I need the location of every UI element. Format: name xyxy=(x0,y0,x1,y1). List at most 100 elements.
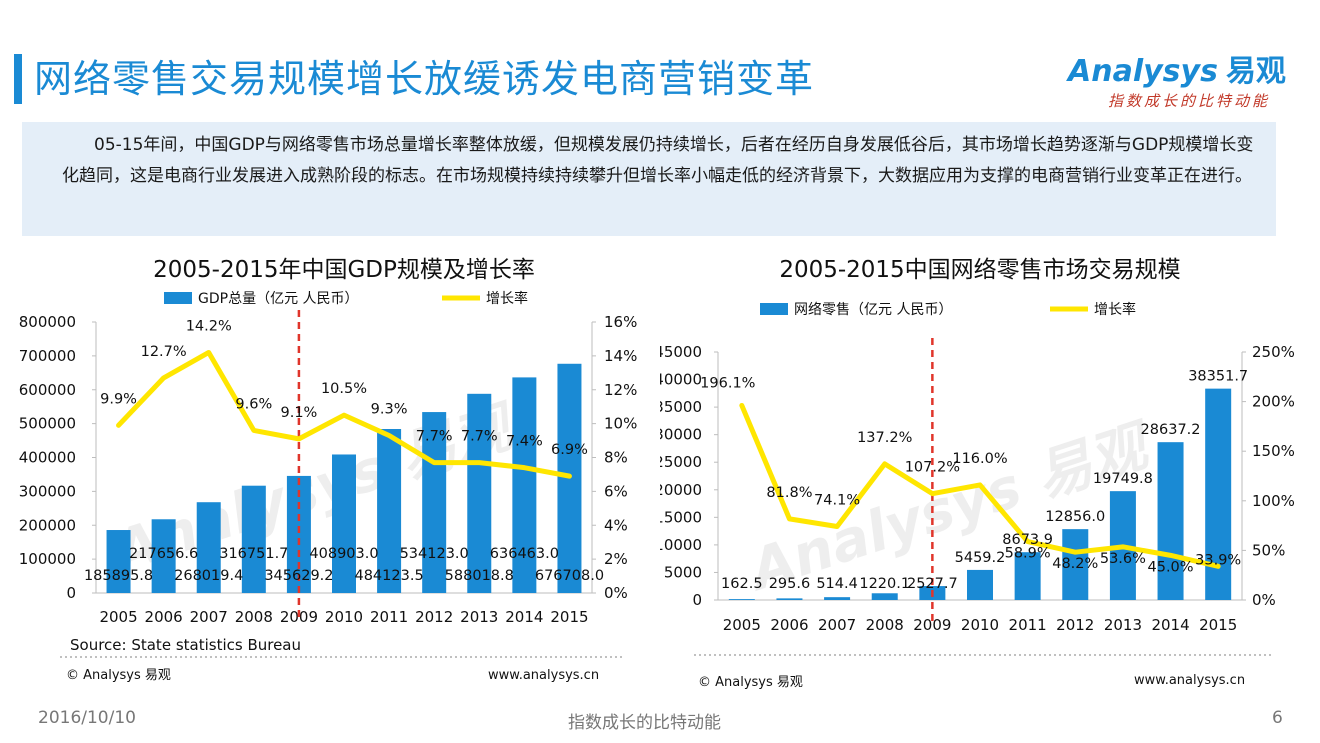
right-tick-label: 14% xyxy=(604,347,637,365)
x-tick-label: 2011 xyxy=(1009,616,1047,634)
bar-value-label: 408903.0 xyxy=(309,546,378,562)
x-tick-label: 2015 xyxy=(550,608,588,626)
bar-value-label: 676708.0 xyxy=(535,568,604,584)
x-tick-label: 2013 xyxy=(460,608,498,626)
bar xyxy=(1157,442,1184,600)
x-tick-label: 2011 xyxy=(370,608,408,626)
line-value-label: 58.9% xyxy=(1005,546,1051,562)
bar xyxy=(512,377,537,593)
chart-title: 2005-2015中国网络零售市场交易规模 xyxy=(779,257,1180,283)
legend-line-label: 增长率 xyxy=(486,290,528,307)
x-tick-label: 2007 xyxy=(190,608,228,626)
left-tick-label: 40000 xyxy=(660,371,702,389)
bar-value-label: 345629.2 xyxy=(264,568,333,584)
line-value-label: 6.9% xyxy=(551,442,588,458)
x-tick-label: 2008 xyxy=(866,616,904,634)
legend-bar-label: GDP总量（亿元 人民币） xyxy=(198,291,359,307)
right-tick-label: 0% xyxy=(604,584,628,602)
line-value-label: 81.8% xyxy=(766,485,812,501)
bar xyxy=(728,599,755,600)
left-tick-label: 300000 xyxy=(19,482,76,500)
line-value-label: 14.2% xyxy=(186,318,232,334)
bar-value-label: 185895.8 xyxy=(84,568,153,584)
legend-bar-swatch xyxy=(760,303,788,315)
bar-value-label: 28637.2 xyxy=(1141,422,1201,438)
bar xyxy=(776,598,803,600)
left-tick-label: 800000 xyxy=(19,313,76,331)
bar-value-label: 5459.2 xyxy=(955,550,1006,566)
logo-slogan: 指数成长的比特动能 xyxy=(1108,92,1271,110)
x-tick-label: 2015 xyxy=(1199,616,1237,634)
left-tick-label: 100000 xyxy=(19,550,76,568)
logo-text: Analysys xyxy=(1068,54,1218,89)
page-title: 网络零售交易规模增长放缓诱发电商营销变革 xyxy=(34,57,815,101)
right-tick-label: 100% xyxy=(1252,492,1295,510)
bar xyxy=(422,412,447,593)
line-value-label: 53.6% xyxy=(1100,551,1146,567)
line-value-label: 137.2% xyxy=(857,430,912,446)
x-tick-label: 2008 xyxy=(235,608,273,626)
left-tick-label: 0 xyxy=(66,584,76,602)
left-tick-label: 600000 xyxy=(19,381,76,399)
bar xyxy=(824,597,851,600)
x-tick-label: 2006 xyxy=(145,608,183,626)
legend-bar-label: 网络零售（亿元 人民币） xyxy=(794,302,952,318)
title-accent-bar xyxy=(14,54,22,104)
bar xyxy=(871,593,898,600)
x-tick-label: 2009 xyxy=(913,616,951,634)
left-tick-label: 45000 xyxy=(660,343,702,361)
bar-value-label: 162.5 xyxy=(721,576,763,592)
right-tick-label: 16% xyxy=(604,313,637,331)
right-tick-label: 2% xyxy=(604,550,628,568)
left-tick-label: 200000 xyxy=(19,516,76,534)
line-value-label: 45.0% xyxy=(1148,559,1194,575)
line-value-label: 9.9% xyxy=(100,391,137,407)
right-tick-label: 0% xyxy=(1252,591,1276,609)
bar-value-label: 217656.6 xyxy=(129,546,198,562)
bar-value-label: 534123.0 xyxy=(400,546,469,562)
left-tick-label: 10000 xyxy=(660,536,702,554)
line-value-label: 10.5% xyxy=(321,381,367,397)
bar-value-label: 8673.9 xyxy=(1002,532,1053,548)
right-tick-label: 200% xyxy=(1252,393,1295,411)
x-tick-label: 2005 xyxy=(723,616,761,634)
line-value-label: 9.1% xyxy=(280,405,317,421)
x-tick-label: 2012 xyxy=(1056,616,1094,634)
bar xyxy=(332,454,356,593)
bar-value-label: 19749.8 xyxy=(1093,471,1153,487)
gdp-chart: Analysys 易观2005-2015年中国GDP规模及增长率GDP总量（亿元… xyxy=(19,257,638,683)
bar-value-label: 316751.7 xyxy=(219,546,288,562)
online-retail-chart: Analysys 易观2005-2015中国网络零售市场交易规模网络零售（亿元 … xyxy=(660,257,1295,690)
bar-value-label: 484123.5 xyxy=(354,568,423,584)
chart-title: 2005-2015年中国GDP规模及增长率 xyxy=(153,257,535,283)
right-tick-label: 10% xyxy=(604,415,637,433)
growth-line xyxy=(739,402,1221,569)
bar-value-label: 514.4 xyxy=(816,576,858,592)
left-tick-label: 30000 xyxy=(660,426,702,444)
line-value-label: 116.0% xyxy=(952,451,1007,467)
chart-source: Source: State statistics Bureau xyxy=(70,636,301,654)
left-tick-label: 25000 xyxy=(660,453,702,471)
bar xyxy=(377,429,402,593)
line-value-label: 12.7% xyxy=(141,344,187,360)
x-tick-label: 2007 xyxy=(818,616,856,634)
line-value-label: 9.6% xyxy=(235,396,272,412)
x-tick-label: 2014 xyxy=(1151,616,1189,634)
x-tick-label: 2012 xyxy=(415,608,453,626)
bar xyxy=(151,519,176,593)
bar-value-label: 12856.0 xyxy=(1045,509,1105,525)
bar-value-label: 636463.0 xyxy=(490,546,559,562)
line-value-label: 7.4% xyxy=(506,434,543,450)
bar xyxy=(467,393,492,593)
chart-copyright: © Analysys 易观 xyxy=(66,668,171,683)
chart-url: www.analysys.cn xyxy=(488,668,599,683)
bar-value-label: 38351.7 xyxy=(1188,369,1248,385)
bar xyxy=(1062,529,1089,600)
chart-copyright: © Analysys 易观 xyxy=(698,675,803,690)
left-tick-label: 20000 xyxy=(660,481,702,499)
legend-line-label: 增长率 xyxy=(1094,301,1136,318)
x-tick-label: 2010 xyxy=(325,608,363,626)
left-tick-label: 5000 xyxy=(664,563,702,581)
line-value-label: 7.7% xyxy=(416,429,453,445)
line-value-label: 9.3% xyxy=(371,401,408,417)
